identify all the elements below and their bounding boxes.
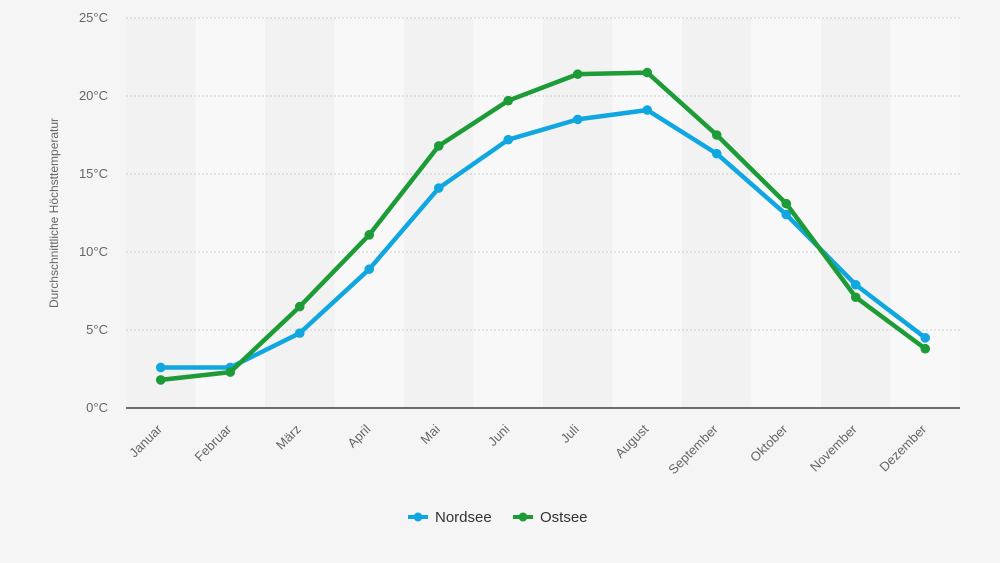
y-axis-ticks: 0°C 5°C 10°C 15°C 20°C 25°C (79, 10, 108, 415)
y-tick-label: 10°C (79, 244, 108, 259)
series-line (158, 107, 928, 370)
month-band (126, 18, 196, 408)
legend-swatch-dot (413, 512, 423, 522)
data-point[interactable] (433, 141, 444, 151)
data-point[interactable] (155, 375, 166, 385)
y-tick-label: 25°C (79, 10, 108, 25)
data-point[interactable] (711, 130, 722, 140)
data-point[interactable] (503, 95, 514, 106)
series-group (155, 67, 931, 385)
x-tick-label: Januar (126, 421, 165, 460)
x-tick-label: August (612, 421, 651, 460)
legend-label: Nordsee (435, 509, 492, 526)
legend: Nordsee Ostsee (408, 509, 588, 526)
month-band (265, 18, 335, 408)
month-band (473, 18, 543, 408)
data-point[interactable] (155, 362, 166, 373)
x-tick-label: März (273, 422, 304, 453)
data-point[interactable] (920, 333, 931, 343)
legend-swatch-dot (518, 512, 528, 522)
legend-label: Ostsee (540, 509, 588, 526)
y-tick-label: 15°C (79, 166, 108, 181)
month-band (195, 18, 265, 408)
data-point[interactable] (294, 328, 305, 338)
month-band (334, 18, 404, 408)
data-point[interactable] (225, 367, 236, 377)
data-point[interactable] (781, 198, 792, 209)
y-tick-label: 5°C (86, 322, 108, 337)
data-point[interactable] (572, 69, 583, 79)
legend-item-ostsee[interactable]: Ostsee (513, 509, 588, 526)
legend-item-nordsee[interactable]: Nordsee (408, 509, 492, 526)
data-point[interactable] (433, 183, 444, 193)
x-tick-label: Mai (417, 421, 442, 446)
data-point[interactable] (781, 209, 792, 220)
data-point[interactable] (642, 105, 653, 115)
data-point[interactable] (503, 134, 514, 145)
y-tick-label: 0°C (86, 400, 108, 415)
x-axis-ticks: Januar Februar März April Mai Juni Juli August S… (126, 421, 930, 477)
x-tick-label: Juli (557, 421, 581, 445)
x-tick-label: Dezember (876, 421, 929, 474)
x-tick-label: September (665, 421, 721, 477)
series-line (158, 70, 928, 383)
series-ostsee (155, 67, 931, 385)
data-point[interactable] (711, 148, 722, 159)
x-tick-label: Oktober (747, 421, 791, 465)
data-point[interactable] (572, 114, 583, 125)
month-band (890, 18, 960, 408)
x-tick-label: Juni (485, 421, 513, 449)
y-tick-label: 20°C (79, 88, 108, 103)
x-tick-label: April (344, 421, 373, 450)
x-tick-label: Februar (192, 421, 235, 464)
x-tick-label: November (807, 421, 860, 474)
series-nordsee (155, 105, 931, 373)
month-band (612, 18, 682, 408)
data-point[interactable] (364, 264, 375, 274)
data-point[interactable] (850, 279, 861, 290)
data-point[interactable] (294, 301, 305, 312)
data-point[interactable] (364, 230, 375, 240)
y-axis-title: Durchschnittliche Höchsttemperatur (47, 118, 61, 308)
data-point[interactable] (642, 67, 653, 78)
data-point[interactable] (920, 343, 931, 354)
data-point[interactable] (850, 292, 861, 303)
grid-lines (126, 17, 960, 331)
month-band (682, 18, 752, 408)
month-band (821, 18, 891, 408)
